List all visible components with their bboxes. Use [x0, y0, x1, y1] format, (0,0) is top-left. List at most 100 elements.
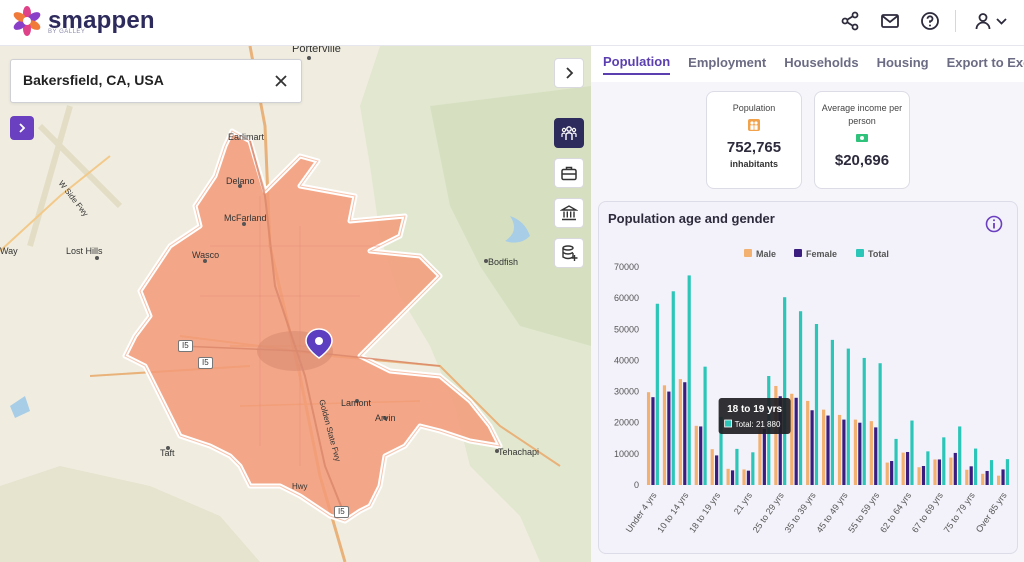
info-icon[interactable] — [985, 215, 1003, 233]
y-tick-label: 10000 — [614, 449, 639, 459]
y-tick-label: 30000 — [614, 387, 639, 397]
bar — [806, 400, 810, 485]
bar — [678, 379, 682, 485]
map-canvas[interactable]: Porterville Earlimart Delano McFarland W… — [0, 46, 591, 562]
bar — [719, 416, 723, 485]
map-label-arvin: Arvin — [375, 413, 396, 423]
bar — [878, 363, 882, 485]
bar — [842, 419, 846, 485]
map-label-earlimart: Earlimart — [228, 132, 265, 142]
location-pin-icon[interactable] — [305, 328, 333, 359]
legend-label: Female — [806, 249, 837, 259]
bar — [942, 437, 946, 485]
x-tick-label: Under 4 yrs — [624, 490, 659, 534]
bar — [997, 475, 1001, 485]
income-value: $20,696 — [834, 152, 890, 169]
highway-shield: I5 — [198, 357, 213, 369]
map-label-delano: Delano — [226, 176, 255, 186]
map-toolbar — [554, 58, 584, 268]
bar — [826, 415, 830, 485]
map-label-lost-hills: Lost Hills — [66, 246, 103, 256]
bar — [874, 427, 878, 485]
tab-employment[interactable]: Employment — [688, 54, 767, 70]
bar — [953, 452, 957, 485]
bar — [662, 385, 667, 485]
y-tick-label: 20000 — [614, 418, 639, 428]
highway-shield: I5 — [178, 340, 193, 352]
legend-swatch — [856, 249, 864, 257]
cash-icon — [856, 134, 868, 142]
map-label-bodfish: Bodfish — [488, 257, 519, 267]
bar — [783, 297, 787, 485]
tab-export-to-excel[interactable]: Export to Excel — [946, 54, 1024, 70]
bar — [687, 275, 691, 485]
tooltip-value: Total: 21 880 — [735, 420, 781, 429]
bar — [1001, 469, 1005, 485]
bar — [965, 469, 969, 485]
close-icon[interactable] — [273, 73, 289, 89]
bar — [703, 366, 707, 485]
y-tick-label: 40000 — [614, 355, 639, 365]
tab-households[interactable]: Households — [784, 54, 859, 70]
panel-tabs: Population Employment Households Housing… — [591, 46, 1024, 82]
tooltip-swatch — [724, 419, 733, 428]
x-tick-label: 55 to 59 yrs — [846, 490, 881, 535]
bar — [646, 392, 651, 485]
chart-title: Population age and gender — [608, 211, 775, 226]
insights-panel: Population Employment Households Housing… — [591, 46, 1024, 562]
bar — [655, 303, 659, 485]
people-icon — [561, 126, 577, 140]
brand-logo[interactable]: smappen — [12, 6, 155, 36]
x-tick-label: Over 85 yrs — [974, 490, 1009, 534]
collapse-panel-button[interactable] — [554, 58, 584, 88]
map-label-hwy: Hwy — [292, 482, 308, 491]
bar — [778, 396, 782, 485]
population-stat-card: Population 752,765 inhabitants — [706, 91, 802, 189]
open-sidebar-button[interactable] — [10, 116, 34, 140]
bar — [814, 323, 819, 485]
people-icon — [748, 119, 760, 131]
bank-icon — [560, 205, 578, 221]
bar — [1005, 459, 1010, 485]
map-label-taft: Taft — [160, 448, 175, 458]
smappen-logo-icon — [13, 6, 41, 36]
bar — [715, 455, 719, 485]
bar — [853, 419, 858, 485]
bar — [905, 451, 910, 485]
bar — [726, 468, 730, 485]
bar — [969, 466, 973, 485]
bar — [958, 426, 962, 485]
institutions-layer-button[interactable] — [554, 198, 584, 228]
mail-icon[interactable] — [879, 10, 901, 32]
bar — [949, 457, 953, 485]
legend-swatch — [794, 249, 802, 257]
y-tick-label: 50000 — [614, 324, 639, 334]
bar — [762, 428, 766, 485]
chevron-right-icon — [566, 67, 574, 79]
map-label-tehachapi: Tehachapi — [498, 447, 540, 457]
x-tick-label: 75 to 79 yrs — [942, 490, 977, 535]
location-search — [10, 59, 302, 103]
user-icon[interactable] — [974, 10, 1010, 32]
map-svg — [0, 46, 591, 562]
bar — [730, 470, 735, 485]
population-layer-button[interactable] — [554, 118, 584, 148]
bar — [974, 448, 978, 485]
population-unit: inhabitants — [729, 159, 778, 169]
map-label-way: Way — [0, 246, 18, 256]
tab-population[interactable]: Population — [603, 54, 671, 75]
bar — [837, 414, 842, 485]
bar — [742, 469, 746, 485]
help-icon[interactable] — [919, 10, 941, 32]
bar — [751, 452, 755, 485]
employment-layer-button[interactable] — [554, 158, 584, 188]
legend-label: Total — [868, 249, 889, 259]
location-search-input[interactable] — [23, 72, 263, 88]
bar — [858, 422, 862, 485]
share-icon[interactable] — [839, 10, 861, 32]
map-label-lamont: Lamont — [341, 398, 372, 408]
add-data-button[interactable] — [554, 238, 584, 268]
tab-housing[interactable]: Housing — [876, 54, 929, 70]
x-tick-label: 67 to 69 yrs — [910, 490, 945, 535]
stat-label: Average income per person — [821, 103, 903, 126]
